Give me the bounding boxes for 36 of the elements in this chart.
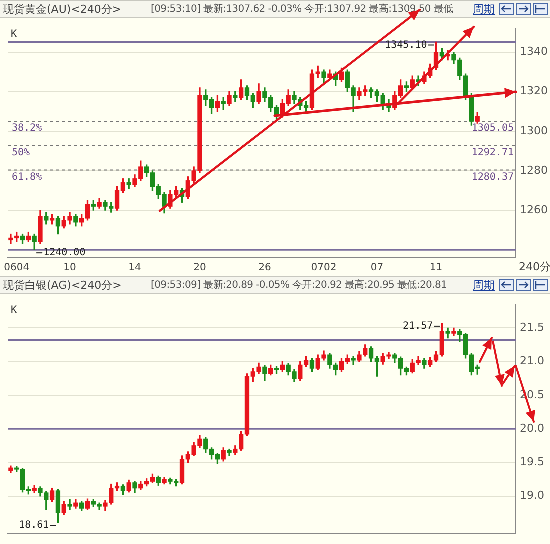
ref-line-label: 1292.71 <box>472 147 514 158</box>
annotation: 1240.00 <box>44 248 86 259</box>
x-tick-label: 07 <box>370 262 384 274</box>
annotation: K <box>11 29 18 40</box>
y-tick-label: 1300 <box>520 124 548 138</box>
annotation: 1345.10 <box>385 40 428 51</box>
annotation: K <box>11 305 18 316</box>
ref-line-label: 1280.37 <box>472 172 514 183</box>
x-tick-label: 14 <box>128 262 142 274</box>
annotation: 38.2% <box>12 123 42 134</box>
annotation: 50% <box>12 147 30 158</box>
y-tick-label: 1340 <box>520 45 548 58</box>
x-tick-label: 26 <box>258 262 272 274</box>
y-tick-label: 19.5 <box>520 456 544 469</box>
y-tick-label: 1320 <box>520 84 548 98</box>
annotation: 18.61 <box>19 520 50 532</box>
annotation: 21.57 <box>403 321 434 332</box>
y-tick-label: 19.0 <box>520 489 544 502</box>
y-tick-label: 21.0 <box>520 354 544 368</box>
chart-title: 现货黄金(AU)<240分> <box>2 2 123 16</box>
text: 周期 <box>473 278 495 292</box>
x-tick-label: 0702 <box>311 262 337 274</box>
x-tick-label: 0604 <box>4 262 30 274</box>
x-tick-label: 20 <box>194 262 206 274</box>
text: 周期 <box>473 2 495 16</box>
ref-line-label: 1305.05 <box>472 123 514 134</box>
annotation: 61.8% <box>12 172 42 183</box>
chart-subtitle: [09:53:09] 最新:20.89 -0.05% 今开:20.92 最高:20.95 最低:20.81 <box>151 278 448 292</box>
x-tick-label: 11 <box>430 262 443 274</box>
x-tick-label: 10 <box>64 262 76 274</box>
y-tick-label: 20.0 <box>520 422 544 435</box>
y-tick-label: 1280 <box>520 164 548 177</box>
chart-title: 现货白银(AG)<240分> <box>2 278 123 292</box>
y-tick-label: 21.5 <box>520 321 544 334</box>
chart-subtitle: [09:53:10] 最新:1307.62 -0.03% 今开:1307.92 最高:1309.50 最低 <box>151 2 454 16</box>
y-tick-label: 1260 <box>520 203 548 216</box>
